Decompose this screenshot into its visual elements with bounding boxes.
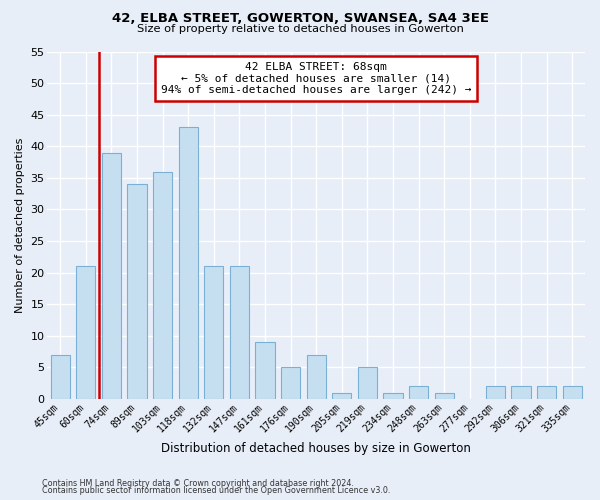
Bar [153,172,172,399]
Bar [102,152,121,399]
Text: 42, ELBA STREET, GOWERTON, SWANSEA, SA4 3EE: 42, ELBA STREET, GOWERTON, SWANSEA, SA4 … [112,12,488,26]
Bar [230,266,249,399]
Bar [307,354,326,399]
Bar [127,184,146,399]
Bar [332,392,352,399]
Text: Contains HM Land Registry data © Crown copyright and database right 2024.: Contains HM Land Registry data © Crown c… [42,478,354,488]
Bar [563,386,582,399]
Bar [76,266,95,399]
Bar [511,386,530,399]
Bar [409,386,428,399]
Y-axis label: Number of detached properties: Number of detached properties [15,138,25,313]
Text: 42 ELBA STREET: 68sqm
← 5% of detached houses are smaller (14)
94% of semi-detac: 42 ELBA STREET: 68sqm ← 5% of detached h… [161,62,472,95]
Bar [358,368,377,399]
Bar [537,386,556,399]
Bar [281,368,300,399]
Bar [204,266,223,399]
Text: Contains public sector information licensed under the Open Government Licence v3: Contains public sector information licen… [42,486,391,495]
X-axis label: Distribution of detached houses by size in Gowerton: Distribution of detached houses by size … [161,442,471,455]
Bar [486,386,505,399]
Text: Size of property relative to detached houses in Gowerton: Size of property relative to detached ho… [137,24,463,34]
Bar [434,392,454,399]
Bar [256,342,275,399]
Bar [179,128,198,399]
Bar [383,392,403,399]
Bar [50,354,70,399]
